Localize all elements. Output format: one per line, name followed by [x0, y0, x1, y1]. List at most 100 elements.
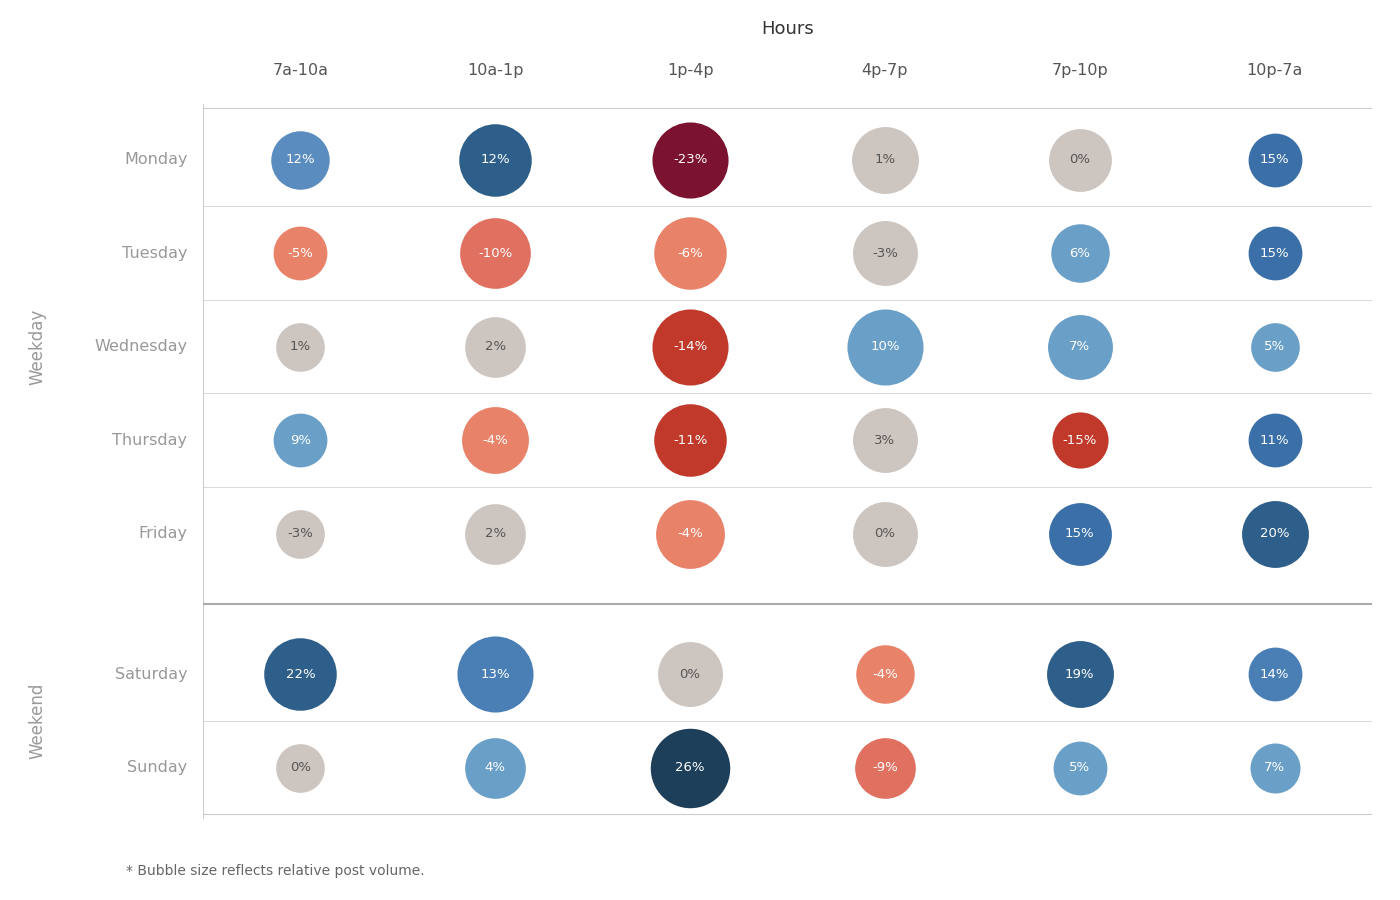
Point: [484, 246, 507, 260]
Text: 2%: 2%: [484, 340, 505, 353]
Text: Hours: Hours: [762, 20, 813, 38]
Text: 5%: 5%: [1070, 761, 1091, 774]
Point: [290, 433, 312, 447]
Text: -11%: -11%: [673, 434, 707, 446]
Point: [679, 433, 701, 447]
Text: Tuesday: Tuesday: [122, 246, 188, 261]
Text: -15%: -15%: [1063, 434, 1098, 446]
Text: 7a-10a: 7a-10a: [273, 63, 329, 78]
Text: Saturday: Saturday: [115, 667, 188, 681]
Text: -5%: -5%: [287, 247, 314, 259]
Point: [1068, 433, 1091, 447]
Text: 7p-10p: 7p-10p: [1051, 63, 1109, 78]
Text: 7%: 7%: [1070, 340, 1091, 353]
Text: 4%: 4%: [484, 761, 505, 774]
Text: 0%: 0%: [875, 527, 896, 540]
Point: [484, 433, 507, 447]
Text: 4p-7p: 4p-7p: [861, 63, 909, 78]
Text: 13%: 13%: [480, 668, 510, 680]
Point: [1263, 526, 1285, 541]
Point: [1263, 760, 1285, 775]
Text: 7%: 7%: [1264, 761, 1285, 774]
Text: Friday: Friday: [139, 526, 188, 541]
Point: [874, 526, 896, 541]
Text: 6%: 6%: [1070, 247, 1091, 259]
Text: 3%: 3%: [875, 434, 896, 446]
Text: -6%: -6%: [678, 247, 703, 259]
Text: 0%: 0%: [679, 668, 700, 680]
Point: [1068, 760, 1091, 775]
Point: [484, 760, 507, 775]
Text: 15%: 15%: [1260, 153, 1289, 166]
Point: [290, 760, 312, 775]
Point: [1068, 246, 1091, 260]
Text: 20%: 20%: [1260, 527, 1289, 540]
Text: 1%: 1%: [875, 153, 896, 166]
Text: 12%: 12%: [286, 153, 315, 166]
Text: 19%: 19%: [1065, 668, 1095, 680]
Point: [874, 339, 896, 354]
Point: [484, 667, 507, 681]
Text: -3%: -3%: [872, 247, 897, 259]
Text: -4%: -4%: [483, 434, 508, 446]
Text: -4%: -4%: [872, 668, 897, 680]
Text: 14%: 14%: [1260, 668, 1289, 680]
Text: 9%: 9%: [290, 434, 311, 446]
Text: 1p-4p: 1p-4p: [666, 63, 714, 78]
Point: [679, 667, 701, 681]
Text: 26%: 26%: [675, 761, 704, 774]
Text: 11%: 11%: [1260, 434, 1289, 446]
Point: [679, 246, 701, 260]
Point: [1263, 246, 1285, 260]
Text: * Bubble size reflects relative post volume.: * Bubble size reflects relative post vol…: [126, 863, 424, 878]
Point: [1263, 667, 1285, 681]
Text: -14%: -14%: [673, 340, 707, 353]
Point: [290, 526, 312, 541]
Point: [484, 526, 507, 541]
Point: [679, 152, 701, 166]
Text: Weekday: Weekday: [28, 309, 46, 385]
Point: [679, 339, 701, 354]
Point: [484, 339, 507, 354]
Text: -23%: -23%: [673, 153, 707, 166]
Point: [1068, 339, 1091, 354]
Text: Sunday: Sunday: [127, 760, 188, 775]
Point: [1068, 152, 1091, 166]
Text: 0%: 0%: [290, 761, 311, 774]
Text: 10%: 10%: [871, 340, 900, 353]
Text: -9%: -9%: [872, 761, 897, 774]
Point: [874, 246, 896, 260]
Text: -4%: -4%: [678, 527, 703, 540]
Point: [1263, 152, 1285, 166]
Text: 15%: 15%: [1065, 527, 1095, 540]
Point: [874, 433, 896, 447]
Point: [679, 760, 701, 775]
Point: [290, 246, 312, 260]
Point: [679, 526, 701, 541]
Point: [1068, 667, 1091, 681]
Point: [1263, 339, 1285, 354]
Point: [874, 760, 896, 775]
Text: 1%: 1%: [290, 340, 311, 353]
Text: 10p-7a: 10p-7a: [1246, 63, 1303, 78]
Text: 5%: 5%: [1264, 340, 1285, 353]
Text: 2%: 2%: [484, 527, 505, 540]
Text: 10a-1p: 10a-1p: [468, 63, 524, 78]
Point: [290, 339, 312, 354]
Text: 0%: 0%: [1070, 153, 1091, 166]
Point: [874, 152, 896, 166]
Point: [1263, 433, 1285, 447]
Text: Thursday: Thursday: [112, 433, 188, 447]
Text: Weekend: Weekend: [28, 682, 46, 759]
Text: 22%: 22%: [286, 668, 315, 680]
Point: [1068, 526, 1091, 541]
Point: [290, 152, 312, 166]
Text: 12%: 12%: [480, 153, 510, 166]
Text: 15%: 15%: [1260, 247, 1289, 259]
Text: -3%: -3%: [287, 527, 314, 540]
Text: Wednesday: Wednesday: [94, 339, 188, 355]
Point: [874, 667, 896, 681]
Text: -10%: -10%: [479, 247, 512, 259]
Point: [290, 667, 312, 681]
Point: [484, 152, 507, 166]
